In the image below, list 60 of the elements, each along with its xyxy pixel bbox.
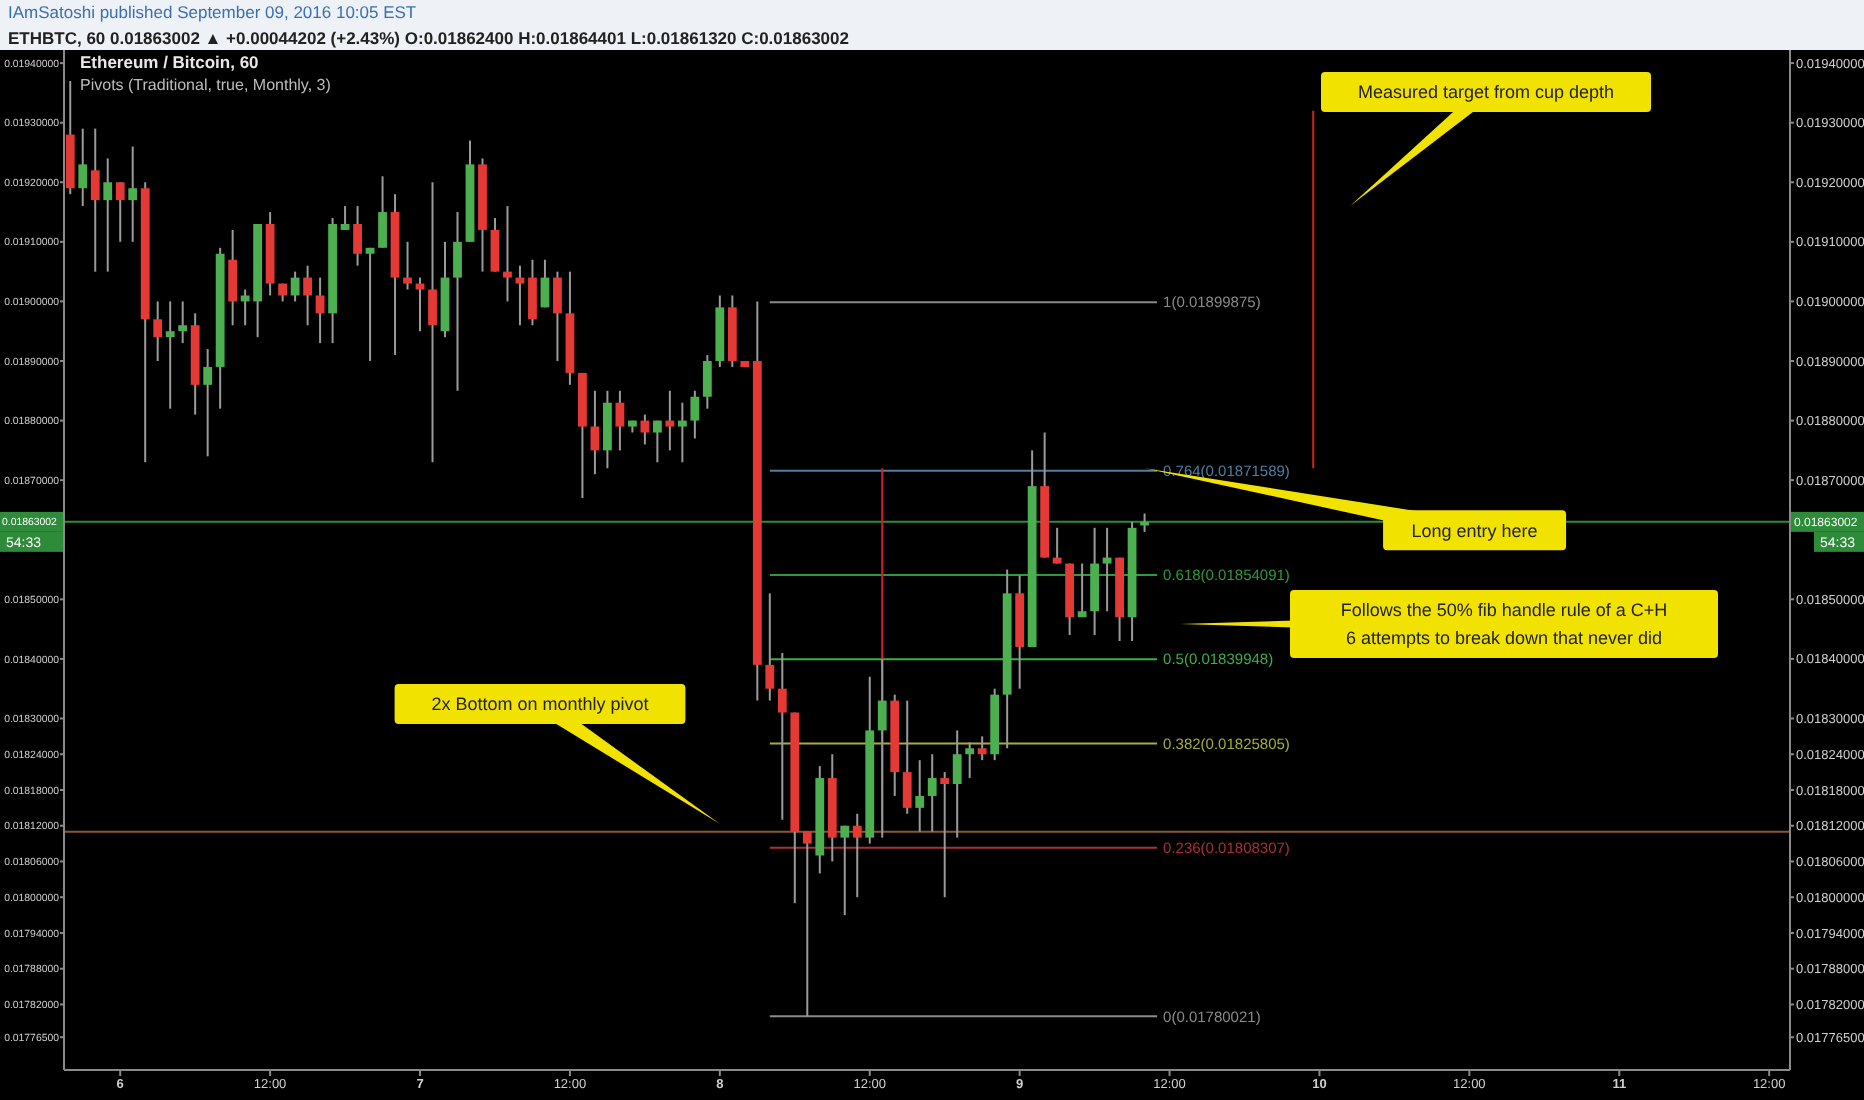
chart-title: Ethereum / Bitcoin, 60 [80, 52, 260, 72]
candlestick [228, 228, 238, 327]
candlestick [965, 741, 975, 780]
candlestick [115, 181, 125, 243]
candlestick [765, 592, 775, 702]
candlestick [902, 699, 912, 815]
candlestick [927, 753, 937, 833]
candlestick [90, 127, 100, 273]
candlestick [378, 175, 387, 249]
candlestick [802, 830, 812, 1018]
candlestick [677, 401, 687, 464]
candlestick [365, 246, 375, 362]
candlestick [403, 240, 412, 291]
candlestick [340, 205, 350, 231]
candlestick [453, 211, 462, 392]
candlestick [128, 145, 138, 243]
candlestick [203, 348, 213, 458]
candlestick [940, 771, 950, 899]
candlestick [165, 300, 175, 410]
candlestick [503, 205, 512, 303]
candlestick [1090, 526, 1099, 637]
candlestick [515, 264, 525, 327]
annotation: Long entry here [1411, 520, 1538, 541]
text: Pivots (Traditional, true, Monthly, 3) [80, 76, 332, 94]
candlestick [1052, 526, 1062, 565]
annotation: Measured target from cup depth [1357, 82, 1615, 103]
candlestick [1102, 526, 1112, 613]
candlestick [528, 258, 537, 327]
candlestick [840, 824, 850, 917]
candlestick [952, 729, 962, 839]
candlestick [640, 413, 650, 446]
candlestick [852, 812, 862, 899]
candlestick [103, 157, 113, 273]
candlestick [415, 276, 425, 333]
annotation: 2x Bottom on monthly pivot [431, 694, 650, 715]
callout: Measured target from cup depth [1321, 72, 1651, 206]
text: ETHBTC, 60 0.01863002 ▲ +0.00044202 (+2.43%) O:0.01862400 H:0.01864401 L:0.01861320 C:0.01863002 [8, 28, 850, 48]
candlestick [690, 389, 700, 440]
candlestick [428, 181, 437, 464]
candlestick [490, 217, 500, 273]
candlestick [915, 759, 925, 833]
candlestick [615, 389, 625, 452]
text: IAmSatoshi published September 09, 2016 10:05 EST [8, 2, 417, 22]
candlestick [665, 389, 675, 452]
annotation: Follows the 50% fib handle rule of a C+H 6 attempts to break down that never did [1340, 600, 1668, 649]
candlestick [78, 127, 88, 208]
candlestick [290, 270, 300, 303]
candlestick [178, 300, 188, 345]
candlestick [777, 651, 787, 821]
callout: 2x Bottom on monthly pivot [394, 684, 720, 824]
candlestick [303, 264, 312, 327]
candlestick [702, 354, 712, 410]
candlestick [153, 300, 163, 362]
candlestick [652, 419, 662, 464]
candlestick [315, 276, 325, 345]
candlestick [977, 735, 987, 762]
candlestick [1077, 562, 1087, 619]
candlestick [603, 389, 612, 470]
candlestick [353, 205, 362, 267]
candlestick [553, 270, 562, 362]
